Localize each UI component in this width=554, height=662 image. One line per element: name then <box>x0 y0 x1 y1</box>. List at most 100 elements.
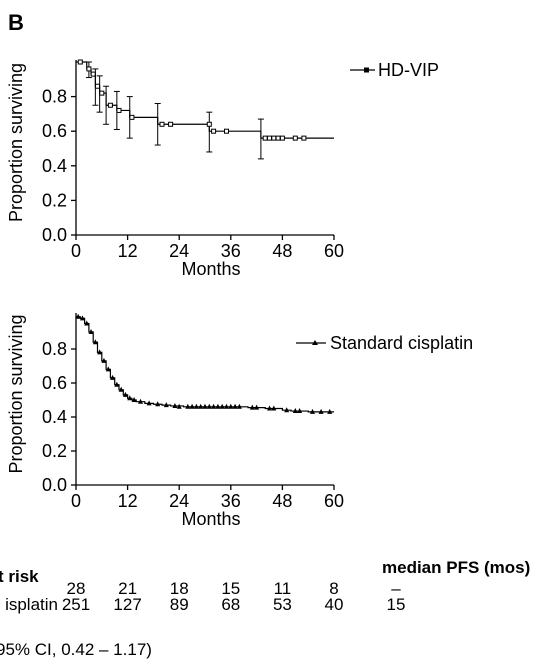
censor-marker <box>176 403 182 409</box>
censor-marker <box>116 107 122 113</box>
panel-label: B <box>8 10 24 35</box>
y-tick-label: 0.4 <box>42 407 67 427</box>
censor-marker <box>90 71 96 77</box>
risk-count: 127 <box>113 595 141 614</box>
risk-table-title: t risk <box>0 567 39 586</box>
x-tick-label: 60 <box>324 491 344 511</box>
censor-marker <box>155 401 161 407</box>
censor-marker <box>159 121 165 127</box>
censor-marker <box>75 313 81 319</box>
y-tick-label: 0.2 <box>42 441 67 461</box>
censor-marker <box>88 329 94 334</box>
x-tick-label: 60 <box>324 241 344 261</box>
legend-label: HD-VIP <box>378 60 439 80</box>
censor-marker <box>284 407 290 413</box>
censor-marker <box>224 128 229 134</box>
survival-curve <box>76 316 334 413</box>
censor-marker <box>292 135 298 141</box>
x-tick-label: 24 <box>169 241 189 261</box>
censor-marker <box>254 404 260 410</box>
censor-marker <box>99 90 105 96</box>
censor-marker <box>211 403 217 409</box>
censor-marker <box>202 403 208 409</box>
censor-marker <box>107 102 113 108</box>
x-axis-label: Months <box>181 509 240 529</box>
risk-count: 18 <box>170 579 189 598</box>
y-axis-label: Proportion surviving <box>6 63 26 222</box>
censor-marker <box>211 128 217 134</box>
censor-marker <box>249 404 255 410</box>
censor-marker <box>86 66 92 72</box>
y-tick-label: 0.0 <box>42 475 67 495</box>
censor-marker <box>185 403 191 409</box>
median-pfs-header: median PFS (mos) <box>382 558 530 577</box>
x-tick-label: 48 <box>272 241 292 261</box>
chart-hdvip: 0 12 24 36 48 60 0.0 0.2 0.4 0.6 0.8 Months Proporti… <box>6 59 439 279</box>
censor-marker <box>97 349 103 355</box>
censor-marker <box>193 403 199 409</box>
censor-marker <box>114 381 120 387</box>
censor-marker <box>122 391 128 397</box>
censor-marker <box>127 395 133 401</box>
censor-marker <box>310 408 315 414</box>
censor-marker <box>101 357 107 363</box>
median-pfs-value: 15 <box>387 595 406 614</box>
x-axis-label: Months <box>181 259 240 279</box>
censor-marker <box>92 339 98 345</box>
risk-count: 21 <box>118 579 137 598</box>
censor-marker <box>163 402 169 408</box>
censor-marker <box>232 403 238 409</box>
censor-marker <box>262 135 268 141</box>
censor-marker <box>215 403 221 409</box>
censor-marker <box>224 403 229 409</box>
censor-marker <box>146 400 152 406</box>
survival-curve <box>76 61 334 139</box>
censor-marker <box>189 403 195 409</box>
censor-marker <box>228 403 234 409</box>
censor-marker <box>219 403 225 409</box>
risk-count: 15 <box>221 579 240 598</box>
censor-marker <box>105 366 111 372</box>
censor-marker <box>77 59 83 65</box>
risk-row-label: isplatin <box>5 595 58 614</box>
y-axis-label: Proportion surviving <box>6 314 26 473</box>
censor-marker <box>79 315 85 321</box>
y-tick-label: 0.4 <box>42 156 67 176</box>
x-tick-label: 12 <box>118 491 138 511</box>
y-tick-label: 0.6 <box>42 121 67 141</box>
censor-marker <box>267 135 272 141</box>
censor-marker <box>279 135 285 141</box>
risk-count: 89 <box>170 595 189 614</box>
censor-marker <box>275 135 281 141</box>
x-tick-label: 48 <box>272 491 292 511</box>
censor-marker <box>301 135 307 141</box>
chart-standard-cisplatin: 0 12 24 36 48 60 0.0 0.2 0.4 0.6 0.8 Months Proporti… <box>6 313 473 529</box>
censor-marker <box>110 374 116 380</box>
risk-count: 68 <box>221 595 240 614</box>
y-tick-label: 0.8 <box>42 87 67 107</box>
censor-marker <box>84 320 90 326</box>
legend-label: Standard cisplatin <box>330 333 473 353</box>
legend-marker <box>364 67 369 73</box>
risk-count: 251 <box>62 595 90 614</box>
x-tick-label: 0 <box>71 241 81 261</box>
censor-marker <box>267 405 272 411</box>
censor-marker <box>318 408 324 414</box>
censor-marker <box>198 403 204 409</box>
median-pfs-value: – <box>391 579 401 598</box>
censor-marker <box>327 408 333 414</box>
censor-marker <box>172 402 178 408</box>
censor-marker <box>129 114 135 120</box>
censor-marker <box>271 405 277 411</box>
censor-marker <box>297 408 303 414</box>
legend-marker <box>312 340 318 345</box>
risk-count: 11 <box>274 579 292 598</box>
x-tick-label: 12 <box>118 241 138 261</box>
footnote: 95% CI, 0.42 – 1.17) <box>0 640 152 659</box>
censor-marker <box>95 83 100 89</box>
censor-marker <box>206 121 212 127</box>
censor-marker <box>236 403 242 409</box>
y-tick-label: 0.0 <box>42 225 67 245</box>
censor-marker <box>131 397 137 402</box>
